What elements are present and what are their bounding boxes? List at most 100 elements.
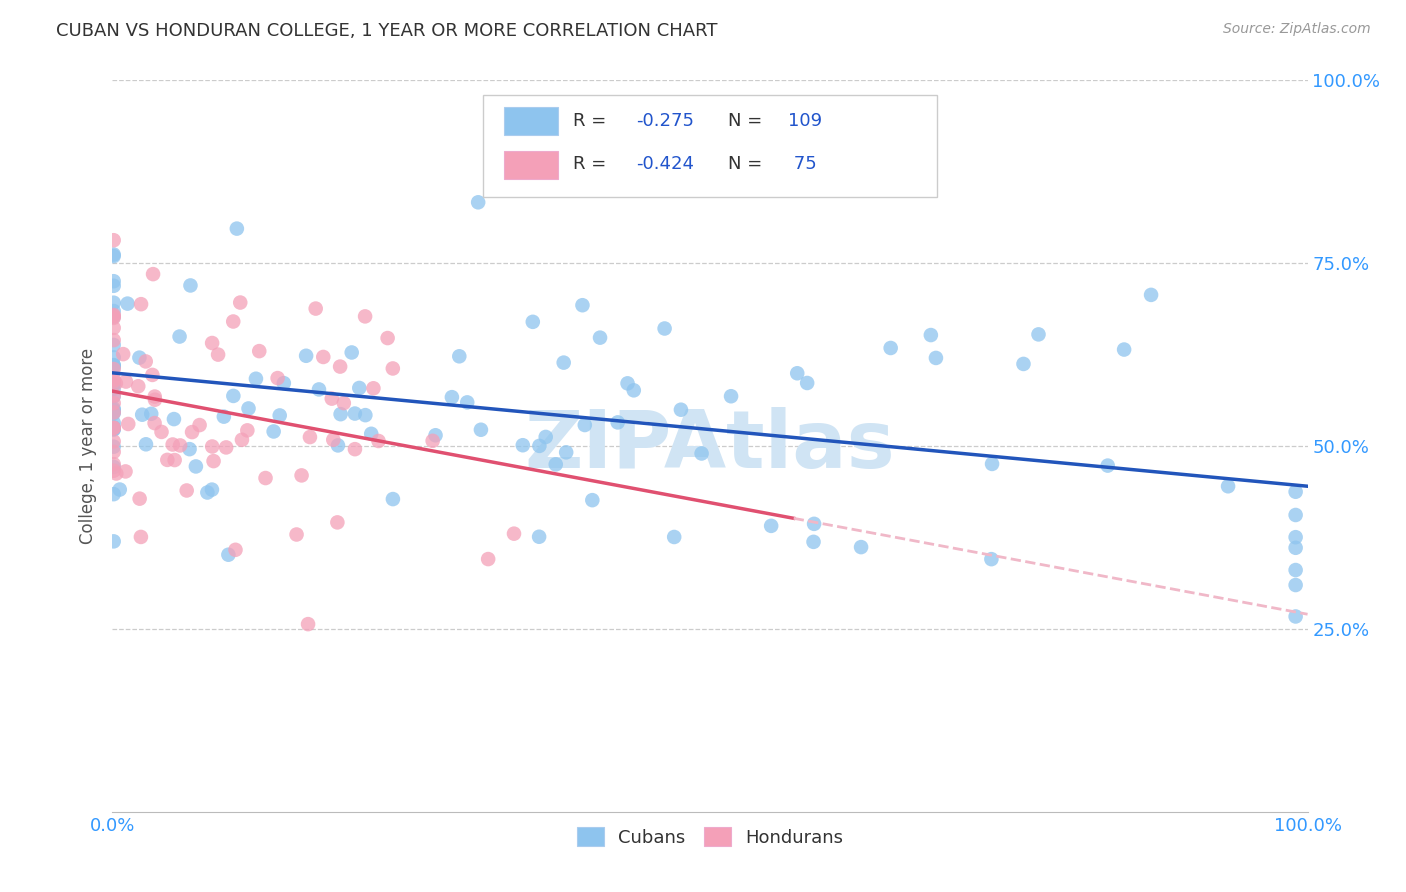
Point: [179, 442, 201, 457]
Point: [103, 464, 125, 478]
Point: [115, 375, 138, 389]
Point: [544, 458, 567, 472]
Point: [470, 423, 492, 437]
Point: [290, 468, 312, 483]
Point: [103, 440, 125, 454]
Point: [143, 416, 166, 430]
Point: [103, 420, 125, 434]
Point: [229, 295, 252, 310]
Point: [103, 423, 125, 437]
Point: [103, 445, 125, 459]
Point: [163, 453, 186, 467]
Point: [212, 409, 235, 424]
Point: [103, 309, 125, 323]
Point: [720, 389, 742, 403]
Point: [222, 314, 245, 328]
Point: [1285, 508, 1308, 522]
Point: [322, 433, 344, 447]
Point: [367, 434, 389, 448]
Point: [201, 336, 224, 351]
Point: [103, 405, 125, 419]
Point: [574, 417, 596, 432]
Point: [1097, 458, 1119, 473]
FancyBboxPatch shape: [505, 152, 558, 179]
Point: [188, 418, 211, 433]
Point: [162, 437, 184, 451]
Point: [422, 434, 444, 448]
Point: [135, 354, 157, 368]
Point: [103, 487, 125, 501]
Point: [215, 441, 238, 455]
Point: [103, 359, 125, 373]
Point: [273, 376, 295, 391]
Point: [128, 351, 150, 365]
Text: N =: N =: [728, 155, 768, 173]
Point: [381, 361, 404, 376]
Point: [169, 438, 191, 452]
Point: [103, 389, 125, 403]
Point: [321, 392, 343, 406]
Point: [181, 425, 204, 439]
Text: R =: R =: [572, 112, 612, 129]
Point: [295, 349, 318, 363]
Point: [150, 425, 173, 439]
Point: [529, 439, 551, 453]
Point: [103, 389, 125, 403]
Point: [103, 406, 125, 420]
Text: 109: 109: [787, 112, 823, 129]
Point: [129, 530, 152, 544]
Point: [503, 526, 526, 541]
Point: [103, 457, 125, 471]
Point: [796, 376, 818, 390]
Point: [381, 492, 404, 507]
Y-axis label: College, 1 year or more: College, 1 year or more: [79, 348, 97, 544]
Point: [1012, 357, 1035, 371]
Point: [623, 384, 645, 398]
Point: [440, 390, 463, 404]
Point: [690, 446, 713, 460]
Point: [103, 416, 125, 430]
Point: [449, 349, 471, 363]
Text: N =: N =: [728, 112, 768, 129]
Point: [224, 542, 246, 557]
Point: [103, 396, 125, 410]
Point: [1285, 530, 1308, 544]
Point: [176, 483, 198, 498]
Point: [201, 483, 224, 497]
Point: [103, 304, 125, 318]
Text: CUBAN VS HONDURAN COLLEGE, 1 YEAR OR MORE CORRELATION CHART: CUBAN VS HONDURAN COLLEGE, 1 YEAR OR MOR…: [56, 22, 717, 40]
Point: [103, 422, 125, 436]
Point: [333, 396, 356, 410]
Point: [1285, 563, 1308, 577]
Point: [117, 417, 139, 431]
Point: [114, 465, 136, 479]
Point: [103, 401, 125, 416]
Point: [103, 372, 125, 386]
Point: [354, 310, 377, 324]
Point: [103, 362, 125, 376]
Point: [1028, 327, 1050, 342]
Point: [236, 423, 259, 437]
Point: [103, 295, 125, 310]
Point: [254, 471, 277, 485]
Point: [222, 389, 245, 403]
Point: [103, 333, 125, 347]
Text: R =: R =: [572, 155, 612, 173]
Point: [269, 409, 291, 423]
Point: [1285, 541, 1308, 555]
Point: [184, 459, 207, 474]
Point: [103, 534, 125, 549]
Point: [581, 493, 603, 508]
Point: [103, 460, 125, 475]
Point: [354, 408, 377, 422]
Point: [117, 296, 139, 310]
Text: -0.275: -0.275: [636, 112, 695, 129]
Point: [527, 530, 550, 544]
Point: [534, 430, 557, 444]
Point: [266, 371, 288, 385]
Point: [467, 195, 489, 210]
Point: [103, 382, 125, 396]
Point: [156, 453, 179, 467]
Point: [143, 390, 166, 404]
Point: [326, 438, 349, 452]
